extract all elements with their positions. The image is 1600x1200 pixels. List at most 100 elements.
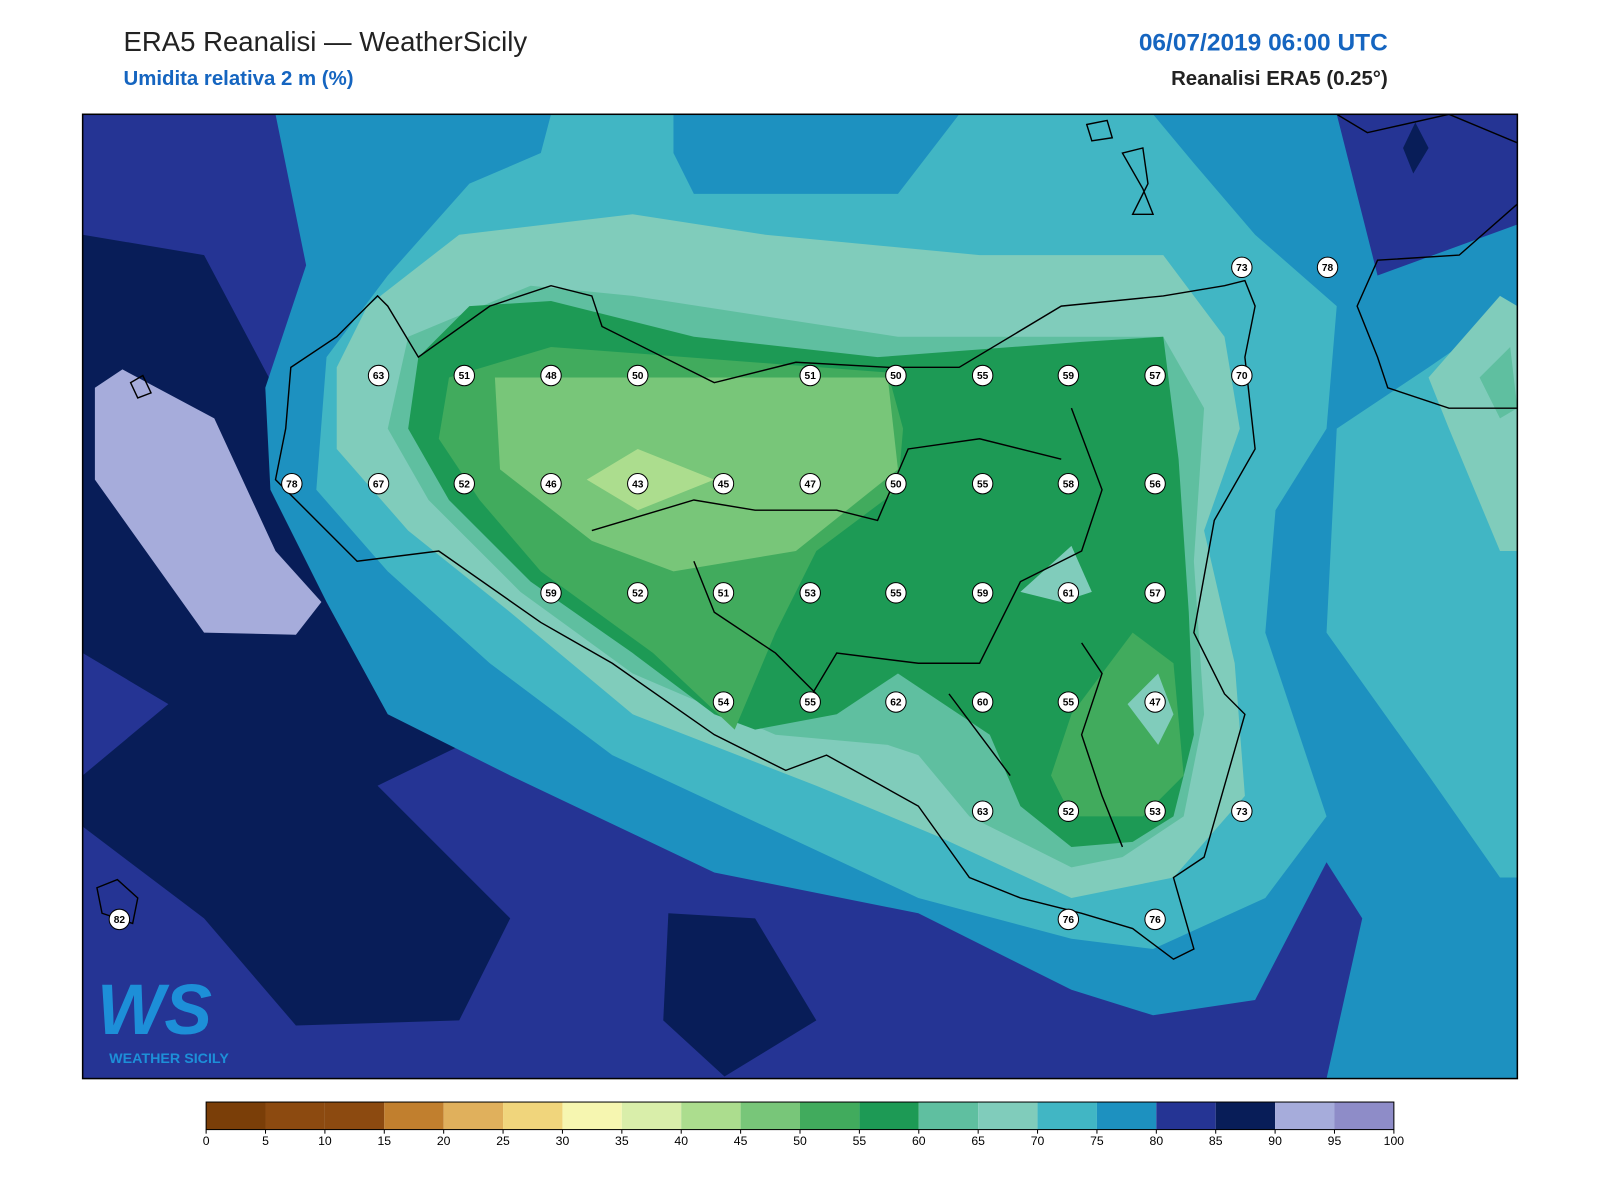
colorbar-segment xyxy=(681,1102,741,1130)
station-marker xyxy=(1057,364,1080,387)
station-marker xyxy=(885,364,907,387)
station-value: 55 xyxy=(977,479,989,490)
station-value: 76 xyxy=(1063,915,1075,926)
station-value: 43 xyxy=(632,479,644,490)
colorbar-tick-label: 95 xyxy=(1328,1134,1342,1148)
station-value: 52 xyxy=(632,589,644,600)
station-value: 63 xyxy=(373,371,385,382)
station-marker xyxy=(712,691,735,713)
station-value: 53 xyxy=(805,589,817,600)
colorbar-tick-label: 35 xyxy=(615,1134,629,1148)
station-value: 48 xyxy=(545,371,557,382)
station-value: 76 xyxy=(1149,915,1161,926)
colorbar-tick-label: 5 xyxy=(262,1134,269,1148)
colorbar-tick-label: 30 xyxy=(556,1134,570,1148)
station-value: 45 xyxy=(718,479,730,490)
station-marker xyxy=(799,364,821,387)
colorbar-tick-label: 75 xyxy=(1090,1134,1104,1148)
station-marker xyxy=(108,908,131,931)
station-value: 59 xyxy=(1063,371,1075,382)
colorbar-segment xyxy=(1156,1102,1216,1130)
colorbar-tick-label: 90 xyxy=(1268,1134,1282,1148)
station-value: 51 xyxy=(805,371,817,382)
station-value: 47 xyxy=(805,479,817,490)
station-marker xyxy=(885,582,907,604)
colorbar-segment xyxy=(503,1102,563,1130)
colorbar-segment xyxy=(978,1102,1038,1130)
colorbar-tick-label: 60 xyxy=(912,1134,926,1148)
logo-mark: WS xyxy=(97,970,212,1050)
station-value: 70 xyxy=(1236,371,1248,382)
station-marker xyxy=(1057,800,1080,822)
station-value: 59 xyxy=(545,589,557,600)
colorbar-tick-label: 50 xyxy=(793,1134,807,1148)
station-value: 55 xyxy=(1063,698,1075,709)
station-marker xyxy=(1144,472,1166,495)
subtitle: Umidita relativa 2 m (%) xyxy=(123,68,353,90)
colorbar-tick-label: 25 xyxy=(496,1134,510,1148)
station-value: 54 xyxy=(718,698,730,709)
colorbar-tick-label: 10 xyxy=(318,1134,332,1148)
station-value: 78 xyxy=(286,479,298,490)
colorbar-segment xyxy=(1334,1102,1394,1130)
colorbar-segment xyxy=(265,1102,325,1130)
station-value: 73 xyxy=(1236,807,1248,818)
station-marker xyxy=(1057,691,1080,713)
station-value: 51 xyxy=(718,589,730,600)
station-marker xyxy=(712,472,735,495)
station-value: 63 xyxy=(977,807,989,818)
station-value: 57 xyxy=(1149,589,1161,600)
station-marker xyxy=(885,472,907,495)
station-value: 57 xyxy=(1149,371,1161,382)
station-value: 47 xyxy=(1149,698,1161,709)
logo-text: WEATHER SICILY xyxy=(109,1051,229,1067)
colorbar-segment xyxy=(740,1102,800,1130)
station-marker xyxy=(453,472,475,495)
station-value: 52 xyxy=(1063,807,1075,818)
station-value: 82 xyxy=(114,915,126,926)
station-value: 73 xyxy=(1236,263,1248,274)
station-marker xyxy=(971,472,994,495)
station-marker xyxy=(540,364,562,387)
colorbar-tick-label: 20 xyxy=(437,1134,451,1148)
station-value: 67 xyxy=(373,479,385,490)
station-marker xyxy=(1144,582,1166,604)
colorbar-tick-label: 85 xyxy=(1209,1134,1223,1148)
colorbar-tick-label: 100 xyxy=(1384,1134,1405,1148)
title: ERA5 Reanalisi — WeatherSicily xyxy=(123,26,527,57)
station-value: 59 xyxy=(977,589,989,600)
station-marker xyxy=(627,472,649,495)
colorbar-tick-label: 40 xyxy=(674,1134,688,1148)
station-value: 78 xyxy=(1322,263,1334,274)
colorbar-segment xyxy=(206,1102,266,1130)
colorbar-segment xyxy=(324,1102,385,1130)
station-value: 51 xyxy=(459,371,471,382)
datetime: 06/07/2019 06:00 UTC xyxy=(1139,29,1388,56)
station-marker xyxy=(1144,691,1166,713)
station-value: 56 xyxy=(1149,479,1161,490)
station-value: 58 xyxy=(1063,479,1075,490)
colorbar-segment xyxy=(384,1102,444,1130)
station-marker xyxy=(971,800,994,822)
station-marker xyxy=(627,364,649,387)
station-marker xyxy=(1144,800,1166,822)
station-marker xyxy=(799,472,821,495)
colorbar-tick-label: 45 xyxy=(734,1134,748,1148)
source: Reanalisi ERA5 (0.25°) xyxy=(1171,68,1388,90)
station-value: 55 xyxy=(977,371,989,382)
station-marker xyxy=(1057,472,1080,495)
station-marker xyxy=(1231,256,1253,279)
station-marker xyxy=(971,364,994,387)
colorbar-segment xyxy=(1275,1102,1335,1130)
station-marker xyxy=(1316,256,1339,279)
station-marker xyxy=(367,364,390,387)
station-marker xyxy=(281,472,303,495)
station-value: 52 xyxy=(459,479,471,490)
station-marker xyxy=(367,472,390,495)
station-marker xyxy=(1057,582,1080,604)
station-value: 46 xyxy=(545,479,557,490)
station-marker xyxy=(1231,364,1253,387)
station-marker xyxy=(540,472,562,495)
